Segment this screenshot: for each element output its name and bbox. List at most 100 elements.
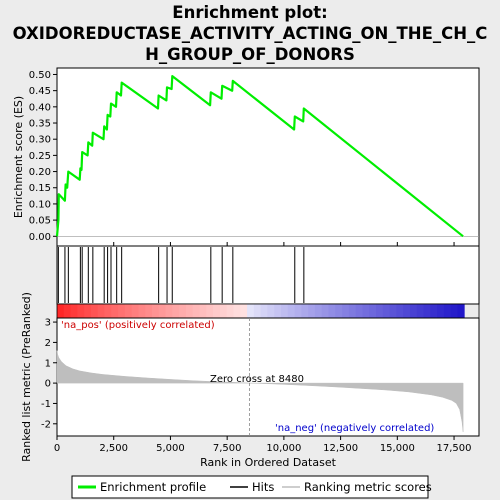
colorbar-segment xyxy=(131,304,139,318)
chart-title-line-2: OXIDOREDUCTASE_ACTIVITY_ACTING_ON_THE_CH… xyxy=(13,24,488,43)
rank-x-axis-label: Rank in Ordered Dataset xyxy=(200,456,337,469)
hits-panel-frame xyxy=(56,245,480,305)
colorbar-segment xyxy=(382,304,390,318)
chart-title-line-3: H_GROUP_OF_DONORS xyxy=(145,45,355,64)
colorbar-segment xyxy=(348,304,357,318)
colorbar-segment xyxy=(118,304,126,318)
colorbar-segment xyxy=(158,304,167,318)
positive-correlation-label: 'na_pos' (positively correlated) xyxy=(61,320,215,331)
colorbar-segment xyxy=(77,304,85,318)
negative-correlation-label: 'na_neg' (negatively correlated) xyxy=(275,423,434,434)
colorbar-segment xyxy=(253,304,262,318)
rank-x-tick-label: 15,000 xyxy=(380,443,415,454)
legend-box xyxy=(71,475,429,499)
es-y-tick-label: 0.10 xyxy=(29,199,51,210)
es-y-tick-label: 0.20 xyxy=(29,167,51,178)
es-panel-ticks: 0.00 0.05 0.10 0.15 0.20 0.25 0.30 0.35 0.40 0.45… xyxy=(29,70,479,246)
rank-y-tick-label: -2 xyxy=(41,419,51,430)
colorbar-segment xyxy=(403,304,411,318)
colorbar-segment xyxy=(70,304,78,318)
colorbar-segment xyxy=(450,304,458,318)
colorbar-segment xyxy=(226,304,234,318)
colorbar-segment xyxy=(335,304,343,318)
es-y-tick-label: 0.30 xyxy=(29,135,51,146)
es-y-tick-label: 0.25 xyxy=(29,151,51,162)
colorbar-segment xyxy=(342,304,350,318)
colorbar-segment xyxy=(301,304,309,318)
colorbar-segment xyxy=(179,304,187,318)
colorbar-segment xyxy=(104,304,112,318)
colorbar-segment xyxy=(308,304,316,318)
es-y-tick-label: 0.50 xyxy=(29,70,51,81)
rank-y-tick-label: 3 xyxy=(45,318,51,329)
rank-x-tick-label: 12,500 xyxy=(323,443,358,454)
colorbar-segment xyxy=(369,304,377,318)
rank-x-tick-label: 10,000 xyxy=(266,443,301,454)
colorbar-segment xyxy=(294,304,302,318)
colorbar-segment xyxy=(97,304,105,318)
colorbar-segment xyxy=(172,304,180,318)
colorbar-segment xyxy=(84,304,92,318)
colorbar-segment xyxy=(185,304,194,318)
colorbar-segment xyxy=(192,304,200,318)
colorbar-segment xyxy=(457,304,465,318)
rank-metric-group xyxy=(56,318,464,436)
colorbar-segment xyxy=(138,304,146,318)
colorbar-segment xyxy=(152,304,160,318)
es-profile-line xyxy=(55,74,464,238)
legend-ranking-label: Ranking metric scores xyxy=(304,480,432,494)
colorbar-segment xyxy=(206,304,214,318)
colorbar-segment xyxy=(111,304,119,318)
colorbar-segment xyxy=(416,304,424,318)
colorbar-segment xyxy=(213,304,221,318)
colorbar-segment xyxy=(90,304,99,318)
colorbar-segment xyxy=(314,304,323,318)
chart-title-line-1: Enrichment plot: xyxy=(172,3,327,22)
rank-y-tick-label: 2 xyxy=(45,338,51,349)
colorbar-segment xyxy=(362,304,370,318)
colorbar-segment xyxy=(423,304,431,318)
rank-x-tick-label: 0 xyxy=(54,443,60,454)
es-y-tick-label: 0.05 xyxy=(29,216,51,227)
rank-x-tick-label: 7,500 xyxy=(213,443,242,454)
zero-cross-label: Zero cross at 8480 xyxy=(210,374,304,385)
colorbar-segment xyxy=(328,304,336,318)
rank-y-tick-label: 1 xyxy=(45,358,51,369)
colorbar-segment xyxy=(376,304,384,318)
rank-y-axis-label: Ranked list metric (PreRanked) xyxy=(20,292,33,462)
colorbar-segment xyxy=(124,304,133,318)
colorbar-segment xyxy=(409,304,418,318)
rank-y-tick-label: -1 xyxy=(41,399,51,410)
es-y-tick-label: 0.00 xyxy=(29,232,51,243)
colorbar-segment xyxy=(247,304,255,318)
rank-colorbar xyxy=(56,303,480,319)
es-y-axis-label: Enrichment score (ES) xyxy=(12,96,25,218)
es-panel-frame xyxy=(56,67,480,247)
colorbar-segment xyxy=(280,304,289,318)
colorbar-segment xyxy=(430,304,438,318)
colorbar-segment xyxy=(165,304,173,318)
colorbar-segment xyxy=(260,304,268,318)
colorbar-segment xyxy=(219,304,228,318)
colorbar-segment xyxy=(233,304,241,318)
colorbar-segment xyxy=(443,304,452,318)
es-profile-group xyxy=(55,74,464,238)
colorbar-segment xyxy=(63,304,71,318)
colorbar-segment xyxy=(274,304,282,318)
colorbar-segment xyxy=(389,304,397,318)
es-y-tick-label: 0.45 xyxy=(29,86,51,97)
colorbar-segment xyxy=(396,304,404,318)
rank-y-tick-label: 0 xyxy=(45,379,51,390)
colorbar-segment xyxy=(267,304,275,318)
colorbar-segment xyxy=(287,304,295,318)
colorbar-segment xyxy=(57,304,65,318)
colorbar-segment xyxy=(355,304,363,318)
rank-x-tick-label: 2,500 xyxy=(99,443,128,454)
colorbar-segment xyxy=(321,304,329,318)
legend-enrichment-label: Enrichment profile xyxy=(100,480,206,494)
es-y-tick-label: 0.40 xyxy=(29,102,51,113)
rank-x-tick-label: 17,500 xyxy=(437,443,472,454)
colorbar-segment xyxy=(145,304,153,318)
rank-x-tick-label: 5,000 xyxy=(156,443,185,454)
